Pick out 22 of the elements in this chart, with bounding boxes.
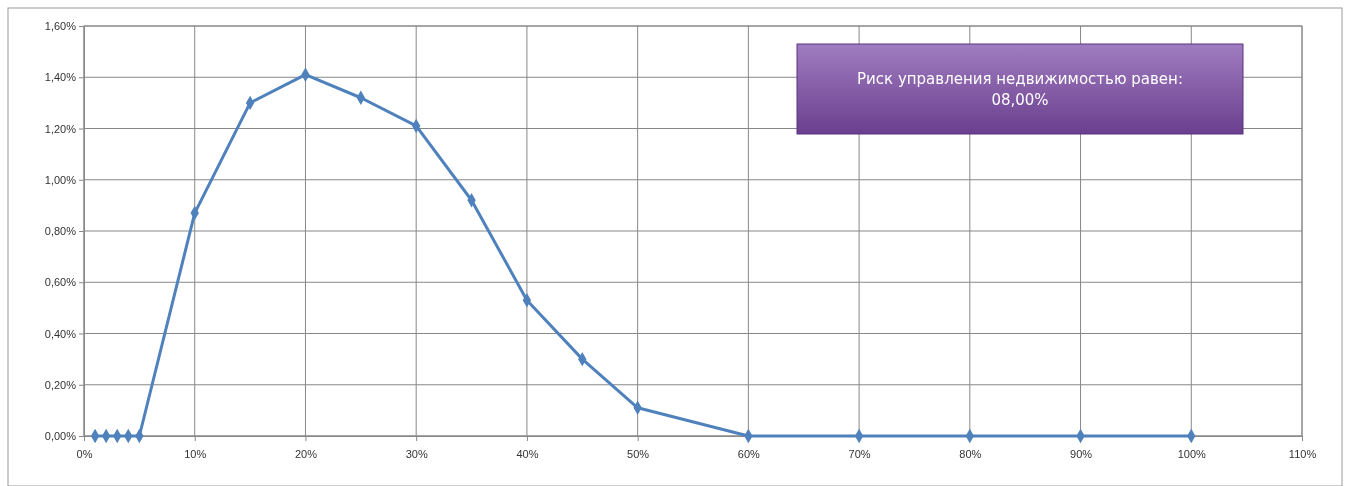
y-tick-label: 1,00% bbox=[44, 173, 77, 186]
y-tick-label: 1,60% bbox=[44, 20, 77, 33]
y-tick-label: 0,80% bbox=[44, 225, 77, 238]
x-tick-label: 80% bbox=[959, 448, 982, 461]
y-tick-label: 0,00% bbox=[44, 430, 77, 443]
x-tick-label: 10% bbox=[184, 448, 207, 461]
x-tick-label: 90% bbox=[1070, 448, 1093, 461]
x-tick-label: 50% bbox=[627, 448, 650, 461]
y-tick-label: 1,20% bbox=[44, 122, 77, 135]
x-tick-label: 30% bbox=[405, 448, 428, 461]
x-tick-label: 70% bbox=[848, 448, 871, 461]
x-tick-label: 0% bbox=[76, 448, 93, 461]
y-tick-label: 0,40% bbox=[44, 327, 77, 340]
y-tick-label: 0,60% bbox=[44, 276, 77, 289]
y-tick-label: 1,40% bbox=[44, 71, 77, 84]
x-tick-label: 110% bbox=[1288, 448, 1317, 461]
x-tick-label: 60% bbox=[737, 448, 761, 461]
x-tick-label: 20% bbox=[294, 448, 318, 461]
annotation: Риск управления недвижимостью равен: 08,00% bbox=[857, 70, 1183, 109]
x-tick-label: 40% bbox=[516, 448, 539, 461]
y-tick-label: 0,20% bbox=[44, 378, 77, 391]
x-tick-label: 100% bbox=[1177, 448, 1207, 461]
